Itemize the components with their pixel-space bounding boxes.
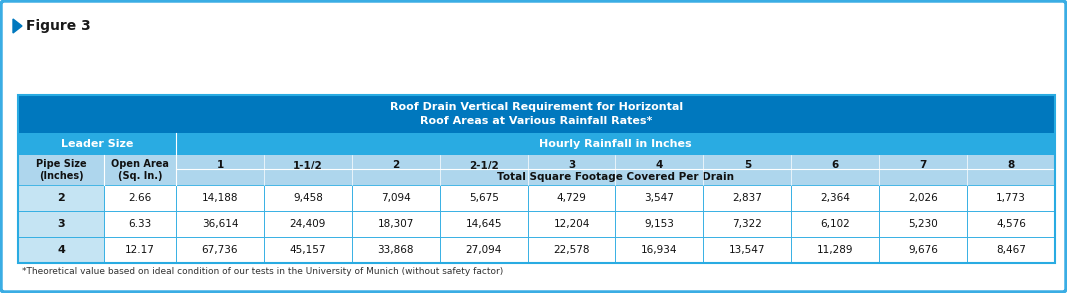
Text: 1: 1 (217, 161, 224, 171)
Bar (792, 185, 879, 211)
Bar (103, 211, 176, 237)
Text: 36,614: 36,614 (202, 219, 238, 229)
Text: 14,188: 14,188 (202, 193, 238, 203)
Text: 5,230: 5,230 (908, 219, 938, 229)
Text: 4: 4 (656, 161, 663, 171)
Text: Pipe Size
(Inches): Pipe Size (Inches) (35, 159, 86, 181)
Bar (967, 237, 1055, 263)
Text: 1-1/2: 1-1/2 (293, 161, 322, 171)
Bar (18, 95, 1055, 133)
Text: 4: 4 (57, 245, 65, 255)
Text: 67,736: 67,736 (202, 245, 238, 255)
Bar (792, 211, 879, 237)
Text: 2: 2 (393, 161, 399, 171)
Bar (18, 155, 1055, 185)
Text: 6.33: 6.33 (128, 219, 152, 229)
Text: 14,645: 14,645 (465, 219, 501, 229)
Bar (176, 237, 264, 263)
Text: 2-1/2: 2-1/2 (468, 161, 498, 171)
Text: 7,094: 7,094 (381, 193, 411, 203)
Bar (879, 211, 967, 237)
Text: 9,676: 9,676 (908, 245, 938, 255)
Text: Leader Size: Leader Size (61, 139, 133, 149)
Bar (176, 185, 264, 211)
Bar (352, 211, 440, 237)
Text: 2.66: 2.66 (128, 193, 152, 203)
Bar (264, 211, 352, 237)
Text: 3: 3 (58, 219, 65, 229)
Text: 7,322: 7,322 (732, 219, 762, 229)
Text: 4,576: 4,576 (997, 219, 1026, 229)
Text: 33,868: 33,868 (378, 245, 414, 255)
Bar (703, 237, 792, 263)
Text: 2,837: 2,837 (732, 193, 762, 203)
Bar (352, 185, 440, 211)
Text: 7: 7 (920, 161, 927, 171)
Text: 22,578: 22,578 (554, 245, 590, 255)
Text: 6: 6 (831, 161, 839, 171)
Bar (616, 237, 703, 263)
Text: *Theoretical value based on ideal condition of our tests in the University of Mu: *Theoretical value based on ideal condit… (22, 267, 504, 276)
Bar (440, 185, 527, 211)
Bar (967, 211, 1055, 237)
Text: 9,153: 9,153 (644, 219, 674, 229)
Text: 45,157: 45,157 (289, 245, 327, 255)
Text: 5: 5 (744, 161, 751, 171)
Bar (616, 185, 703, 211)
Bar (103, 237, 176, 263)
Bar (18, 133, 1055, 155)
Bar (18, 95, 1055, 263)
Text: Figure 3: Figure 3 (26, 19, 91, 33)
Text: 4,729: 4,729 (557, 193, 587, 203)
Text: 5,675: 5,675 (468, 193, 498, 203)
Text: 18,307: 18,307 (378, 219, 414, 229)
Text: 9,458: 9,458 (293, 193, 323, 203)
Bar (440, 211, 527, 237)
Text: 3,547: 3,547 (644, 193, 674, 203)
Text: 12.17: 12.17 (125, 245, 155, 255)
Bar (527, 211, 616, 237)
Bar (879, 185, 967, 211)
Bar (792, 237, 879, 263)
Bar (18, 237, 103, 263)
Bar (352, 237, 440, 263)
Text: 2,364: 2,364 (821, 193, 850, 203)
Text: 2,026: 2,026 (908, 193, 938, 203)
Bar (103, 185, 176, 211)
Text: 8,467: 8,467 (997, 245, 1026, 255)
Text: 27,094: 27,094 (465, 245, 501, 255)
Text: 24,409: 24,409 (289, 219, 327, 229)
Bar (527, 185, 616, 211)
Bar (703, 185, 792, 211)
Text: 1,773: 1,773 (997, 193, 1026, 203)
Polygon shape (13, 19, 22, 33)
Text: Hourly Rainfall in Inches: Hourly Rainfall in Inches (539, 139, 691, 149)
Bar (264, 185, 352, 211)
Bar (703, 211, 792, 237)
Bar (967, 185, 1055, 211)
Text: 16,934: 16,934 (641, 245, 678, 255)
Text: 2: 2 (58, 193, 65, 203)
Text: 11,289: 11,289 (817, 245, 854, 255)
Bar (527, 237, 616, 263)
Bar (18, 185, 103, 211)
Text: Roof Drain Vertical Requirement for Horizontal
Roof Areas at Various Rainfall Ra: Roof Drain Vertical Requirement for Hori… (389, 102, 683, 126)
Text: 6,102: 6,102 (821, 219, 850, 229)
Text: Total Square Footage Covered Per Drain: Total Square Footage Covered Per Drain (497, 172, 734, 182)
Bar (264, 237, 352, 263)
Bar (616, 211, 703, 237)
Bar (18, 211, 103, 237)
Text: 8: 8 (1007, 161, 1015, 171)
Text: 12,204: 12,204 (554, 219, 590, 229)
Bar (176, 211, 264, 237)
Bar (879, 237, 967, 263)
Text: Open Area
(Sq. In.): Open Area (Sq. In.) (111, 159, 169, 181)
Bar (440, 237, 527, 263)
Text: 13,547: 13,547 (729, 245, 766, 255)
Text: 3: 3 (568, 161, 575, 171)
